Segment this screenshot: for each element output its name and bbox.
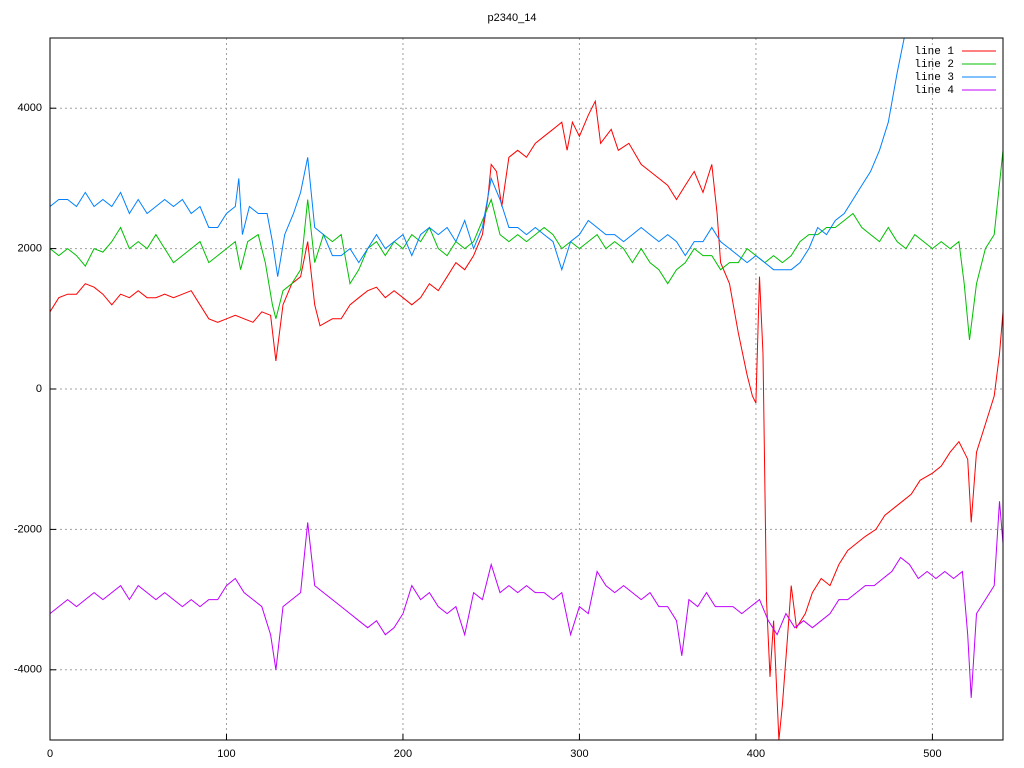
y-tick-label: 2000 [18, 243, 42, 255]
y-tick-label: 0 [36, 383, 42, 395]
x-tick-label: 0 [47, 748, 53, 760]
series-line [50, 501, 1003, 698]
chart-title: p2340_14 [488, 12, 537, 24]
series-line [50, 38, 905, 277]
x-tick-label: 100 [217, 748, 235, 760]
x-tick-label: 200 [394, 748, 412, 760]
y-tick-label: -2000 [14, 523, 42, 535]
x-tick-label: 300 [570, 748, 588, 760]
x-tick-label: 500 [923, 748, 941, 760]
legend-label: line 4 [914, 85, 954, 97]
legend-label: line 3 [914, 72, 954, 84]
series-line [50, 99, 1003, 740]
y-tick-label: -4000 [14, 664, 42, 676]
y-tick-label: 4000 [18, 102, 42, 114]
series-line [50, 150, 1003, 340]
x-tick-label: 400 [747, 748, 765, 760]
legend-label: line 1 [914, 46, 954, 58]
legend-label: line 2 [914, 59, 954, 71]
